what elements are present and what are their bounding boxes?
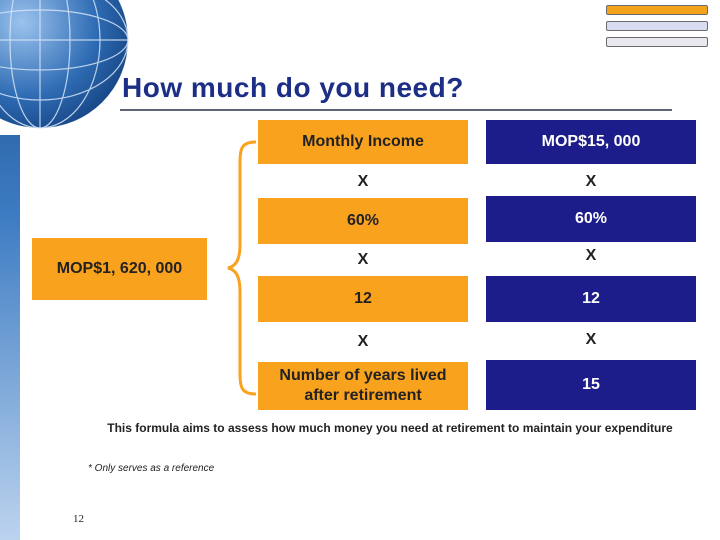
monthly-income-label: Monthly Income [302,133,424,150]
multiply-sign-text: X [585,331,597,348]
rate-box-left: 60% [258,198,468,244]
multiply-sign-text: X [585,247,597,264]
decorative-bar-grey [606,37,708,47]
slide-title: How much do you need? [122,72,464,103]
months-box-left: 12 [258,276,468,322]
monthly-income-value-box: MOP$15, 000 [486,120,696,164]
result-value: MOP$1, 620, 000 [56,260,183,277]
multiply-sign: X [486,240,696,272]
rate-value-right: 60% [574,210,608,227]
multiply-sign: X [486,166,696,198]
multiply-sign-text: X [357,333,369,350]
multiply-sign: X [258,166,468,198]
globe-icon [0,0,130,135]
rate-box-right: 60% [486,196,696,242]
multiply-sign: X [486,324,696,356]
page-number: 12 [73,513,84,525]
multiply-sign-text: X [585,173,597,190]
multiply-sign-text: X [357,173,369,190]
months-value-left: 12 [354,290,372,307]
decorative-bar-orange [606,5,708,15]
title-underline [120,109,672,111]
rate-value-left: 60% [346,212,380,229]
monthly-income-value: MOP$15, 000 [541,133,641,150]
formula-note: This formula aims to assess how much mon… [107,421,673,435]
side-gradient-band [0,0,20,540]
years-label: Number of years lived after retirement [279,367,447,404]
years-label-box: Number of years lived after retirement [258,362,468,410]
decorative-bar-lavender [606,21,708,31]
result-box: MOP$1, 620, 000 [32,238,207,300]
multiply-sign: X [258,244,468,276]
months-value-right: 12 [582,290,600,307]
multiply-sign-text: X [357,251,369,268]
months-box-right: 12 [486,276,696,322]
decorative-bars [606,5,708,53]
footnote: * Only serves as a reference [88,463,215,474]
monthly-income-label-box: Monthly Income [258,120,468,164]
brace-icon [227,140,257,396]
years-value-box: 15 [486,360,696,410]
multiply-sign: X [258,326,468,358]
years-value: 15 [582,376,600,393]
